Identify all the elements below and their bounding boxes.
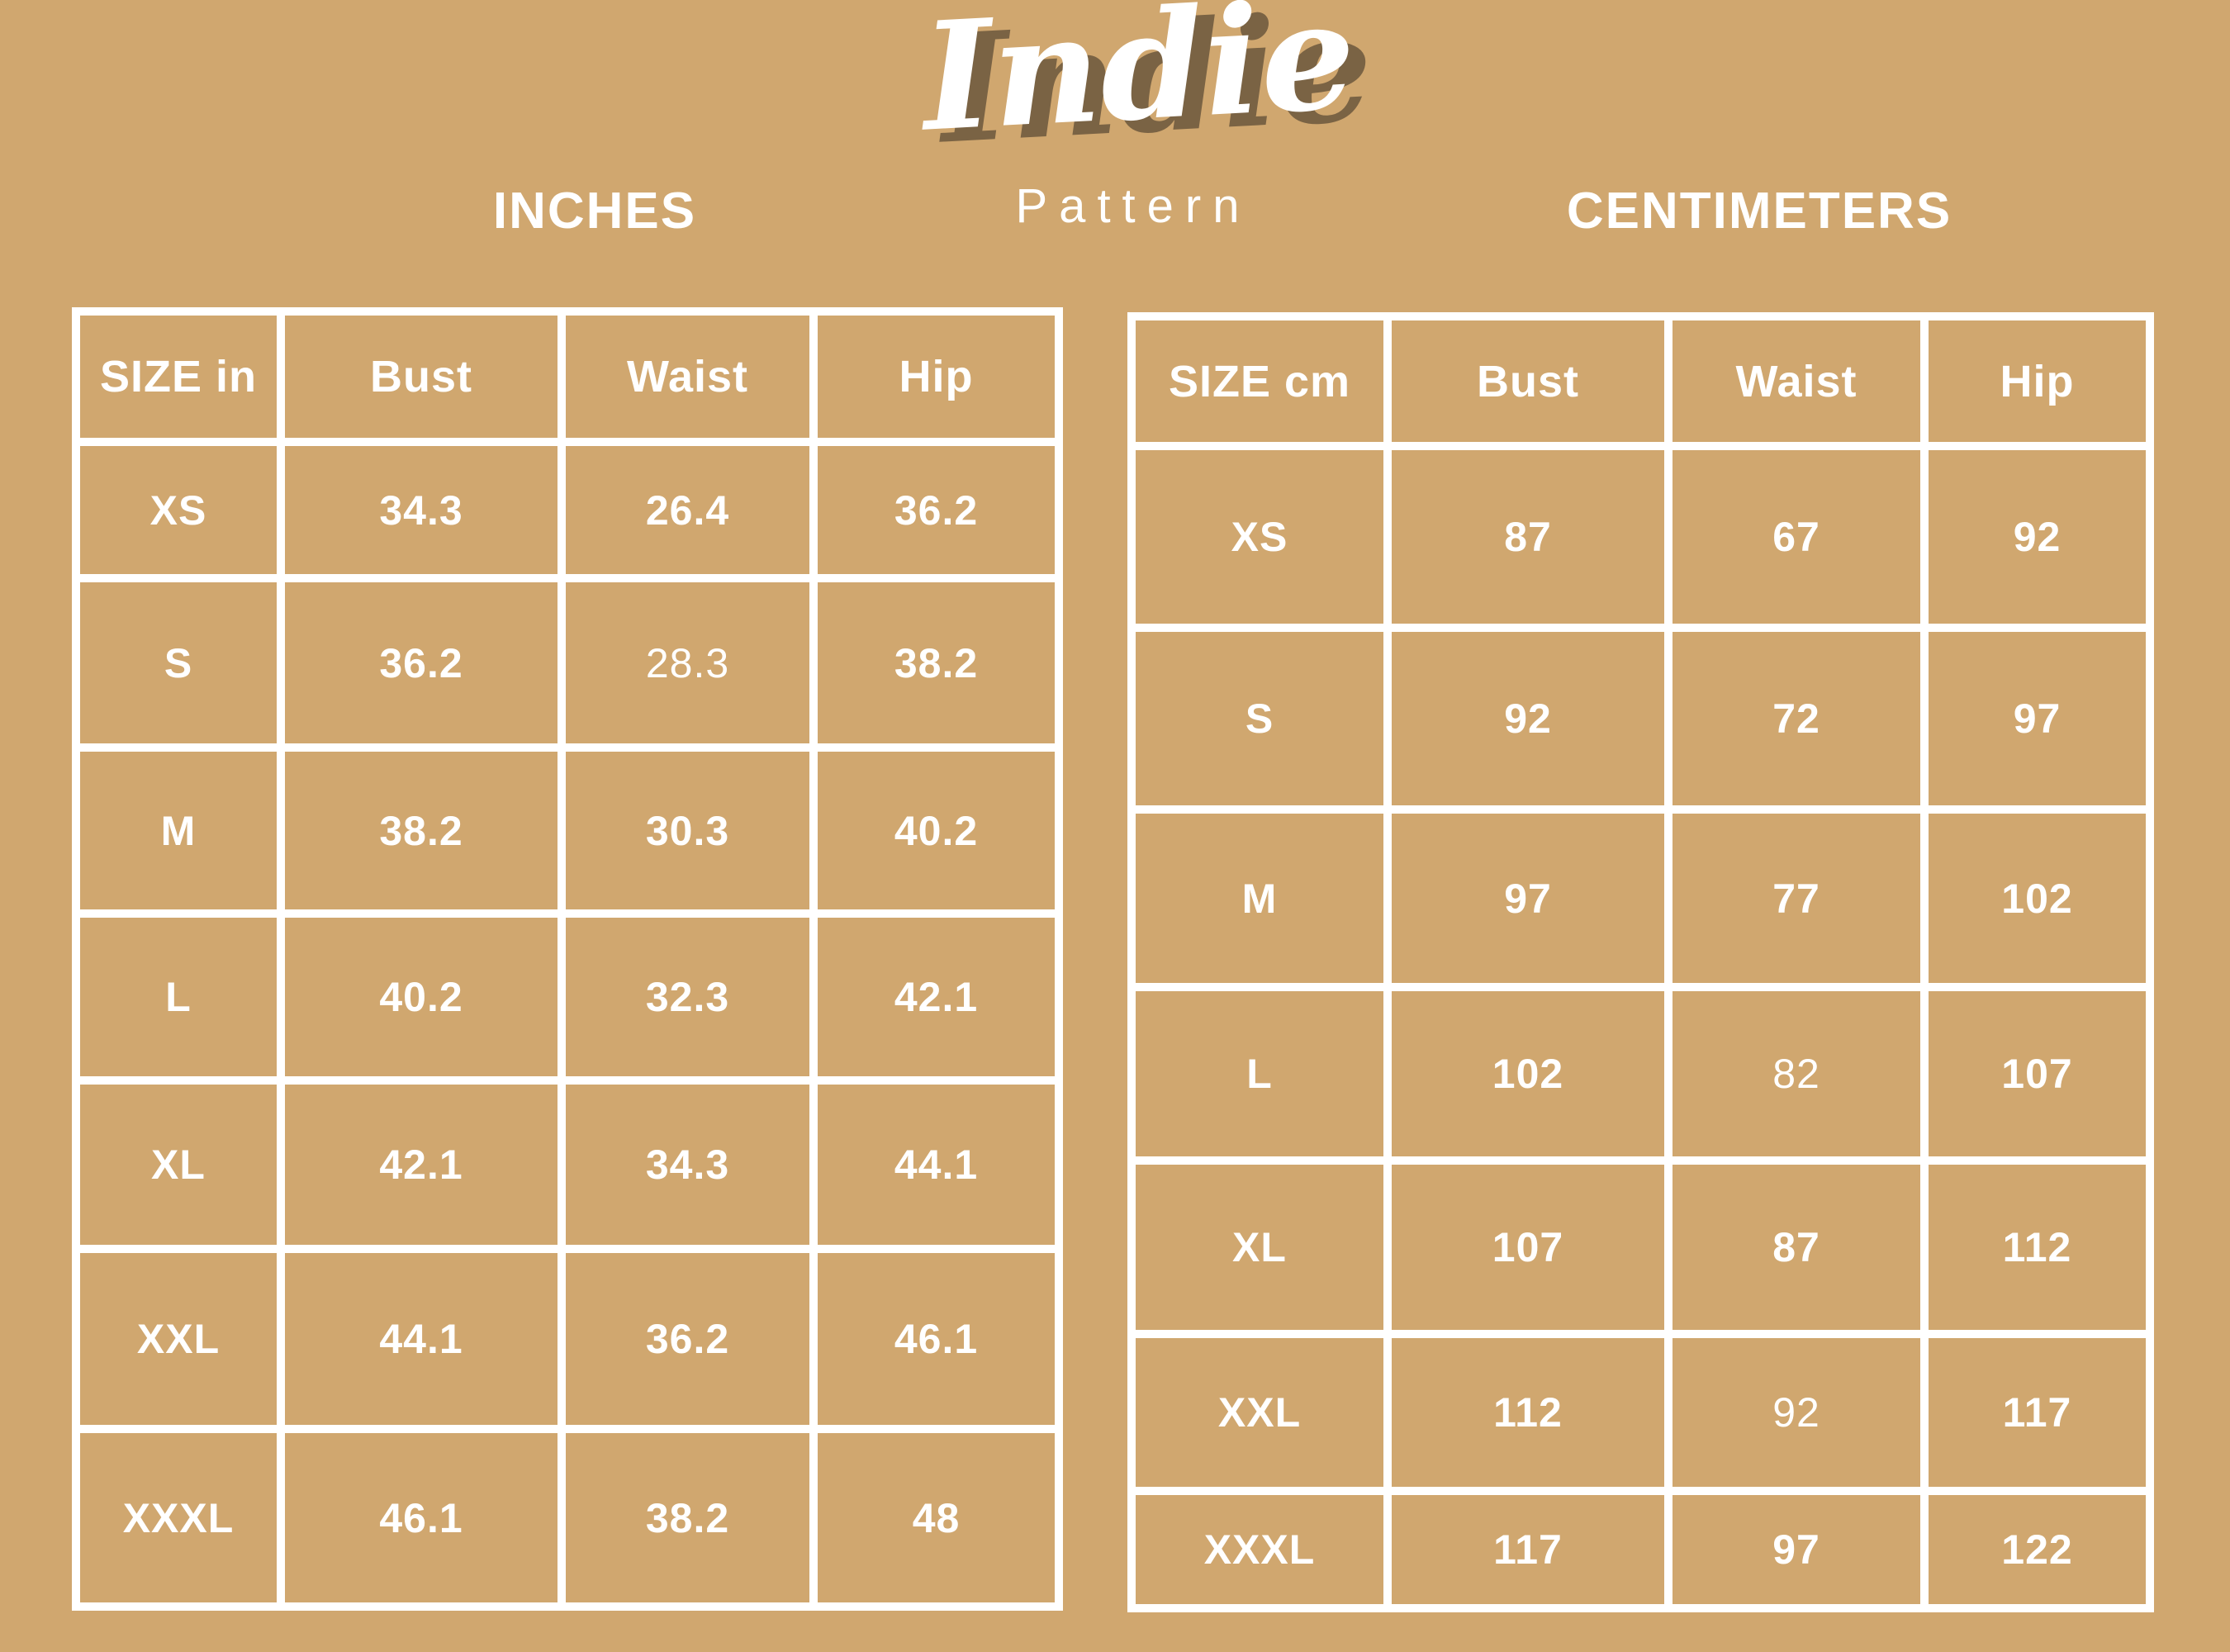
measurement-cell: 26.4 [566,446,809,574]
brand-logo-script: Indie [918,0,1360,165]
measurement-cell: 112 [1392,1338,1664,1487]
inches-size-table: SIZE in Bust Waist Hip XS 34.3 26.4 36.2 S 36.2 28… [72,307,1063,1611]
measurement-cell: 42.1 [285,1085,558,1245]
measurement-cell: 28.3 [566,582,809,743]
measurement-cell: 97 [1672,1495,1920,1604]
size-label-cell: S [80,582,277,743]
measurement-cell: 72 [1672,632,1920,805]
column-header-cell: SIZE in [80,316,277,438]
measurement-cell: 36.2 [285,582,558,743]
size-label-cell: XXXL [80,1433,277,1602]
measurement-cell: 44.1 [285,1253,558,1425]
centimeters-section-title: CENTIMETERS [1566,183,1952,240]
column-header-cell: Waist [566,316,809,438]
measurement-cell: 102 [1392,991,1664,1156]
inches-section-title: INCHES [492,183,697,240]
measurement-cell: 40.2 [285,918,558,1076]
measurement-cell: 107 [1392,1165,1664,1330]
size-label-cell: XS [80,446,277,574]
size-label-cell: XL [80,1085,277,1245]
measurement-cell: 46.1 [285,1433,558,1602]
size-label-cell: XXL [1136,1338,1383,1487]
measurement-cell: 38.2 [566,1433,809,1602]
column-header-cell: Bust [1392,320,1664,442]
measurement-cell: 117 [1392,1495,1664,1604]
column-header-cell: SIZE cm [1136,320,1383,442]
size-label-cell: M [80,752,277,909]
measurement-cell: 42.1 [818,918,1055,1076]
size-label-cell: M [1136,814,1383,983]
column-header-cell: Hip [1929,320,2146,442]
column-header-cell: Waist [1672,320,1920,442]
measurement-cell: 48 [818,1433,1055,1602]
measurement-cell: 30.3 [566,752,809,909]
measurement-cell: 36.2 [818,446,1055,574]
column-header-cell: Hip [818,316,1055,438]
measurement-cell: 112 [1929,1165,2146,1330]
measurement-cell: 102 [1929,814,2146,983]
measurement-cell: 107 [1929,991,2146,1156]
size-label-cell: S [1136,632,1383,805]
measurement-cell: 82 [1672,991,1920,1156]
measurement-cell: 77 [1672,814,1920,983]
size-label-cell: XL [1136,1165,1383,1330]
measurement-cell: 87 [1392,450,1664,624]
measurement-cell: 92 [1392,632,1664,805]
size-label-cell: XS [1136,450,1383,624]
measurement-cell: 38.2 [818,582,1055,743]
measurement-cell: 46.1 [818,1253,1055,1425]
measurement-cell: 97 [1392,814,1664,983]
measurement-cell: 92 [1929,450,2146,624]
measurement-cell: 34.3 [566,1085,809,1245]
measurement-cell: 44.1 [818,1085,1055,1245]
size-label-cell: L [1136,991,1383,1156]
measurement-cell: 38.2 [285,752,558,909]
brand-logo-subtitle: Pattern [1015,179,1251,233]
size-label-cell: XXXL [1136,1495,1383,1604]
measurement-cell: 40.2 [818,752,1055,909]
column-header-cell: Bust [285,316,558,438]
measurement-cell: 34.3 [285,446,558,574]
measurement-cell: 117 [1929,1338,2146,1487]
size-label-cell: XXL [80,1253,277,1425]
measurement-cell: 97 [1929,632,2146,805]
size-label-cell: L [80,918,277,1076]
measurement-cell: 36.2 [566,1253,809,1425]
measurement-cell: 67 [1672,450,1920,624]
measurement-cell: 92 [1672,1338,1920,1487]
measurement-cell: 87 [1672,1165,1920,1330]
measurement-cell: 122 [1929,1495,2146,1604]
centimeters-size-table: SIZE cm Bust Waist Hip XS 87 67 92 S 92 72 97 M 97 77 1… [1127,312,2154,1612]
measurement-cell: 32.3 [566,918,809,1076]
